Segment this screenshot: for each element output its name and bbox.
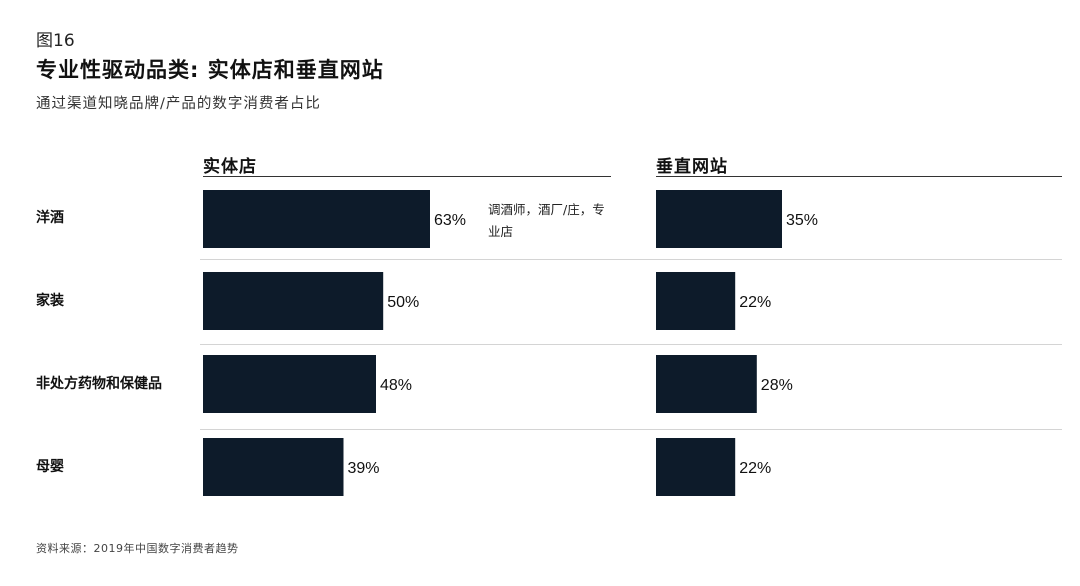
category-label: 洋酒: [36, 210, 64, 226]
value-label-vertical-site-0: 35%: [786, 212, 818, 229]
bar-physical-store-3: [203, 438, 344, 496]
value-label-physical-store-3: 39%: [348, 460, 380, 477]
value-label-physical-store-2: 48%: [380, 377, 412, 394]
panel-rule-vertical-site: [656, 176, 1062, 177]
row-separator: [200, 344, 1062, 345]
source-note: 资料来源：2019年中国数字消费者趋势: [36, 542, 239, 555]
value-label-vertical-site-3: 22%: [739, 460, 771, 477]
bar-physical-store-0: [203, 190, 430, 248]
row-separator: [200, 429, 1062, 430]
figure-number: 图16: [36, 31, 75, 51]
panel-rule-physical-store: [203, 176, 611, 177]
bar-physical-store-1: [203, 272, 384, 330]
panel-title-vertical-site: 垂直网站: [656, 157, 728, 177]
category-label: 母婴: [36, 459, 64, 475]
value-label-physical-store-1: 50%: [387, 294, 419, 311]
bar-vertical-site-3: [656, 438, 736, 496]
bar-physical-store-2: [203, 355, 376, 413]
bar-vertical-site-2: [656, 355, 757, 413]
value-label-vertical-site-1: 22%: [739, 294, 771, 311]
chart-title: 专业性驱动品类: 实体店和垂直网站: [36, 58, 384, 82]
value-label-vertical-site-2: 28%: [761, 377, 793, 394]
bar-vertical-site-1: [656, 272, 736, 330]
bar-vertical-site-0: [656, 190, 782, 248]
category-label: 家装: [36, 293, 64, 309]
annotation-text: 调酒师，酒厂/庄，专业店: [488, 202, 605, 239]
chart-subtitle: 通过渠道知晓品牌/产品的数字消费者占比: [36, 96, 321, 112]
category-label: 非处方药物和保健品: [36, 376, 162, 392]
value-label-physical-store-0: 63%: [434, 212, 466, 229]
row-separator: [200, 259, 1062, 260]
panel-title-physical-store: 实体店: [203, 157, 257, 177]
